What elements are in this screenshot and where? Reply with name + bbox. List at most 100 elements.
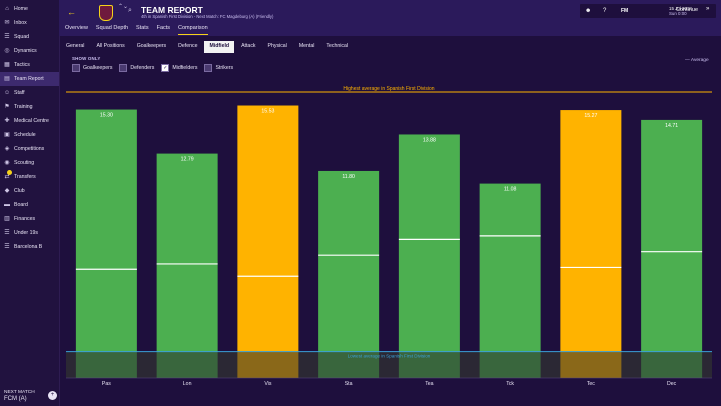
sidebar-item-training[interactable]: ⚑ Training — [0, 100, 59, 114]
tab-comparison[interactable]: Comparison — [178, 25, 208, 35]
notification-badge — [7, 170, 12, 175]
x-tick-label: Sta — [345, 381, 353, 387]
help-icon[interactable]: ? — [603, 8, 607, 14]
sidebar-item-under-19s[interactable]: ☰ Under 19s — [0, 226, 59, 240]
x-tick-label: Tec — [587, 381, 595, 387]
tab-squad-depth[interactable]: Squad Depth — [95, 25, 129, 31]
sidebar-item-competitions[interactable]: ◈ Competitions — [0, 142, 59, 156]
sidebar-item-staff[interactable]: ☺ Staff — [0, 86, 59, 100]
under19-icon: ☰ — [4, 230, 10, 236]
back-arrow-icon[interactable]: ← — [67, 7, 76, 17]
next-match-value: FCM (A) — [4, 396, 27, 402]
header-bar: ← ⌃⌄ ⌕ TEAM REPORT 4th in Spanish First … — [59, 0, 721, 36]
checkbox-checked-icon[interactable]: ✓ — [161, 64, 170, 72]
bar-vis — [237, 105, 299, 378]
fm-menu-icon[interactable]: FM — [621, 8, 629, 14]
sidebar-item-schedule[interactable]: ▣ Schedule — [0, 128, 59, 142]
search-icon[interactable]: ⌕ — [128, 7, 132, 14]
x-tick-label: Pas — [102, 381, 111, 387]
sidebar-item-transfers[interactable]: ⇄ Transfers — [0, 170, 59, 184]
subtab-goalkeepers[interactable]: Goalkeepers — [136, 43, 167, 49]
comparison-subtabs: General All Positions Goalkeepers Defence Mi… — [59, 41, 353, 53]
checkbox-icon[interactable] — [72, 64, 80, 72]
filter-label: Strikers — [215, 65, 234, 71]
sidebar-item-squad[interactable]: ☰ Squad — [0, 30, 59, 44]
scouting-icon: ◉ — [4, 160, 10, 166]
time-line: Sun 0:00 — [669, 11, 687, 16]
sidebar-item-label: Inbox — [14, 20, 27, 26]
sidebar-item-label: Schedule — [14, 132, 36, 138]
sidebar-item-label: Transfers — [14, 174, 36, 180]
board-icon: ▬ — [4, 202, 10, 208]
training-icon: ⚑ — [4, 104, 10, 110]
dynamics-icon: ◎ — [4, 48, 10, 54]
sidebar-item-barcelona-b[interactable]: ☰ Barcelona B — [0, 240, 59, 254]
filter-strikers[interactable]: Strikers — [204, 64, 233, 72]
bar-value-label: 13.88 — [423, 137, 436, 143]
sidebar-item-label: Dynamics — [14, 48, 37, 54]
sidebar-item-finances[interactable]: ▥ Finances — [0, 212, 59, 226]
subtab-general[interactable]: General — [66, 43, 85, 49]
sidebar-item-label: Barcelona B — [14, 244, 43, 250]
subtab-midfield[interactable]: Midfield — [204, 41, 235, 53]
average-legend: — Average — [685, 58, 709, 63]
sidebar-item-medical-centre[interactable]: ✚ Medical Centre — [0, 114, 59, 128]
sidebar-item-label: Squad — [14, 34, 30, 40]
club-crest-icon[interactable] — [99, 5, 113, 21]
team-report-icon: ▤ — [4, 76, 10, 82]
filter-label: Goalkeepers — [83, 65, 113, 71]
sidebar-item-home[interactable]: ⌂ Home — [0, 2, 59, 16]
sidebar-item-tactics[interactable]: ▦ Tactics — [0, 58, 59, 72]
subtab-physical[interactable]: Physical — [267, 43, 287, 49]
sidebar-item-scouting[interactable]: ◉ Scouting — [0, 156, 59, 170]
squad-icon: ☰ — [4, 34, 10, 40]
bar-lon — [156, 153, 218, 378]
sidebar-item-team-report[interactable]: ▤ Team Report — [0, 72, 59, 86]
tab-stats[interactable]: Stats — [136, 25, 149, 31]
subtab-technical[interactable]: Technical — [326, 43, 349, 49]
sidebar: ⌂ Home ✉ Inbox ☰ Squad ◎ Dynamics ▦ Tactics ▤ Team … — [0, 0, 60, 406]
tab-overview[interactable]: Overview — [65, 25, 88, 31]
sidebar-item-club[interactable]: ◆ Club — [0, 184, 59, 198]
lowest-average-label: Lowest average in Spanish First Division — [348, 354, 431, 359]
checkbox-icon[interactable] — [119, 64, 128, 72]
checkbox-icon[interactable] — [204, 64, 213, 72]
bar-value-label: 11.08 — [504, 187, 517, 193]
continue-button[interactable]: Continue — [676, 7, 699, 13]
continue-icon[interactable]: » — [706, 6, 710, 12]
subtab-attack[interactable]: Attack — [241, 43, 256, 49]
subtab-mental[interactable]: Mental — [298, 43, 315, 49]
sidebar-item-label: Scouting — [14, 160, 35, 166]
subtab-defence[interactable]: Defence — [178, 43, 198, 49]
next-match[interactable]: NEXT MATCH FCM (A) + — [4, 390, 57, 402]
bar-value-label: 14.71 — [665, 123, 678, 129]
sidebar-item-label: Board — [14, 202, 28, 208]
x-tick-label: Tea — [425, 381, 433, 387]
filter-defenders[interactable]: Defenders — [119, 64, 154, 72]
tab-facts[interactable]: Facts — [156, 25, 171, 31]
highest-average-label: Highest average in Spanish First Divisio… — [343, 86, 434, 92]
sidebar-item-label: Team Report — [14, 76, 44, 82]
filter-midfielders[interactable]: ✓ Midfielders — [161, 64, 197, 72]
bar-value-label: 15.53 — [261, 109, 274, 115]
x-tick-label: Vis — [264, 381, 272, 387]
filter-goalkeepers[interactable]: Goalkeepers — [72, 64, 112, 72]
sidebar-item-label: Finances — [14, 216, 36, 222]
sidebar-item-board[interactable]: ▬ Board — [0, 198, 59, 212]
x-tick-label: Tck — [506, 381, 514, 387]
show-only-label: SHOW ONLY — [72, 56, 101, 61]
sidebar-item-inbox[interactable]: ✉ Inbox — [0, 16, 59, 30]
sidebar-item-label: Medical Centre — [14, 118, 49, 124]
sidebar-item-label: Tactics — [14, 62, 30, 68]
manager-icon[interactable]: ☻ — [585, 8, 592, 14]
add-icon[interactable]: + — [48, 391, 57, 400]
sidebar-item-dynamics[interactable]: ◎ Dynamics — [0, 44, 59, 58]
schedule-icon: ▣ — [4, 132, 10, 138]
bar-tec — [560, 110, 622, 379]
competitions-icon: ◈ — [4, 146, 10, 152]
sidebar-item-label: Staff — [14, 90, 25, 96]
bar-value-label: 15.27 — [584, 113, 597, 119]
next-match-label: NEXT MATCH — [4, 390, 35, 395]
subtab-all-positions[interactable]: All Positions — [96, 43, 125, 49]
club-switch-arrows-icon[interactable]: ⌃⌄ — [118, 4, 129, 10]
